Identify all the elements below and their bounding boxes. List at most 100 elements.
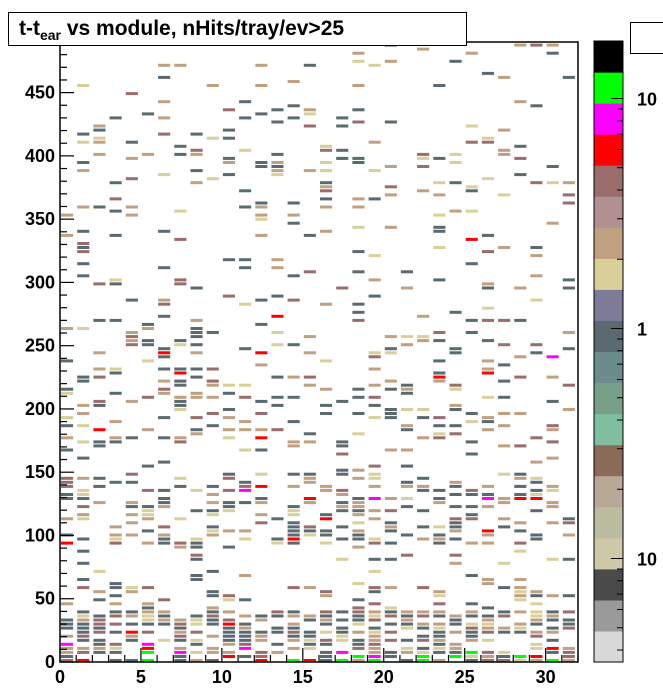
heatmap-bin — [433, 331, 446, 334]
heatmap-bin — [384, 59, 397, 63]
heatmap-bin — [190, 537, 203, 541]
heatmap-bin — [222, 383, 235, 387]
heatmap-bin — [158, 116, 171, 120]
heatmap-bin — [141, 505, 154, 509]
heatmap-bin — [174, 395, 187, 399]
heatmap-bin — [498, 128, 511, 132]
heatmap-bin — [514, 630, 527, 634]
heatmap-bin — [287, 472, 300, 476]
heatmap-bin — [93, 630, 106, 634]
color-scale-segment — [594, 506, 623, 539]
heatmap-bin — [384, 193, 397, 197]
heatmap-bin — [433, 488, 446, 492]
heatmap-bin — [93, 501, 106, 505]
heatmap-bin — [271, 541, 284, 545]
heatmap-bin — [222, 509, 235, 513]
heatmap-bin — [141, 602, 154, 606]
heatmap-bin — [320, 387, 333, 391]
color-scale-segment — [594, 165, 623, 197]
heatmap-bin — [449, 642, 462, 646]
heatmap-bin — [400, 622, 413, 626]
heatmap-bin — [141, 618, 154, 622]
heatmap-bin — [417, 335, 430, 339]
x-tick-label: 10 — [212, 667, 232, 687]
heatmap-bin — [368, 659, 381, 662]
heatmap-bin — [222, 594, 235, 598]
heatmap-bin — [141, 614, 154, 618]
heatmap-bin — [141, 529, 154, 533]
heatmap-bin — [61, 233, 74, 237]
heatmap-bin — [417, 646, 430, 650]
heatmap-bin — [449, 517, 462, 521]
heatmap-bin — [239, 529, 252, 533]
heatmap-bin — [384, 347, 397, 351]
heatmap-bin — [222, 610, 235, 614]
heatmap-bin — [465, 51, 478, 55]
stats-box-edge — [630, 22, 663, 54]
heatmap-bin — [400, 626, 413, 630]
heatmap-bin — [109, 537, 122, 541]
heatmap-bin — [125, 590, 138, 594]
heatmap-bin — [93, 128, 106, 132]
heatmap-bin — [465, 262, 478, 266]
heatmap-bin — [61, 618, 74, 622]
heatmap-bin — [222, 136, 235, 140]
heatmap-bin — [287, 509, 300, 513]
heatmap-bin — [562, 331, 575, 334]
heatmap-bin — [303, 108, 316, 112]
heatmap-bin — [320, 185, 333, 189]
heatmap-bin — [190, 650, 203, 654]
heatmap-bin — [530, 602, 543, 606]
heatmap-bin — [141, 464, 154, 468]
heatmap-bin — [400, 343, 413, 347]
heatmap-bin — [206, 610, 219, 614]
heatmap-bin — [498, 586, 511, 590]
heatmap-bin — [255, 472, 268, 476]
heatmap-bin — [255, 650, 268, 654]
heatmap-bin — [530, 614, 543, 618]
heatmap-bin — [562, 347, 575, 351]
heatmap-bin — [433, 156, 446, 160]
heatmap-bin — [368, 416, 381, 420]
heatmap-bin — [222, 156, 235, 160]
heatmap-bin — [61, 517, 74, 521]
heatmap-bin — [190, 375, 203, 379]
heatmap-bin — [320, 594, 333, 598]
heatmap-bin — [433, 225, 446, 229]
heatmap-bin — [368, 602, 381, 606]
heatmap-bin — [449, 161, 462, 164]
heatmap-bin — [481, 233, 494, 237]
heatmap-bin — [514, 594, 527, 598]
heatmap-bin — [206, 177, 219, 181]
heatmap-bin — [255, 217, 268, 221]
heatmap-bin — [400, 638, 413, 642]
heatmap-bin — [352, 395, 365, 399]
heatmap-bin — [222, 655, 235, 658]
heatmap-bin — [433, 626, 446, 630]
heatmap-bin — [61, 416, 74, 420]
heatmap-bin — [433, 84, 446, 87]
heatmap-bin — [158, 505, 171, 509]
heatmap-bin — [352, 655, 365, 658]
heatmap-bin — [174, 339, 187, 343]
heatmap-bin — [158, 525, 171, 529]
heatmap-bin — [222, 488, 235, 492]
heatmap-bin — [433, 638, 446, 642]
heatmap-bin — [400, 614, 413, 618]
heatmap-bin — [384, 525, 397, 529]
heatmap-bin — [190, 553, 203, 557]
heatmap-bin — [481, 614, 494, 618]
heatmap-bin — [125, 630, 138, 634]
heatmap-bin — [125, 213, 138, 217]
heatmap-bin — [206, 484, 219, 488]
heatmap-bin — [481, 484, 494, 488]
heatmap-bin — [498, 424, 511, 428]
heatmap-bin — [368, 403, 381, 407]
heatmap-bin — [239, 626, 252, 630]
heatmap-bin — [514, 412, 527, 415]
heatmap-bin — [433, 650, 446, 654]
heatmap-bin — [77, 132, 90, 136]
heatmap-bin — [190, 638, 203, 642]
heatmap-bin — [93, 642, 106, 646]
heatmap-bin — [109, 582, 122, 586]
